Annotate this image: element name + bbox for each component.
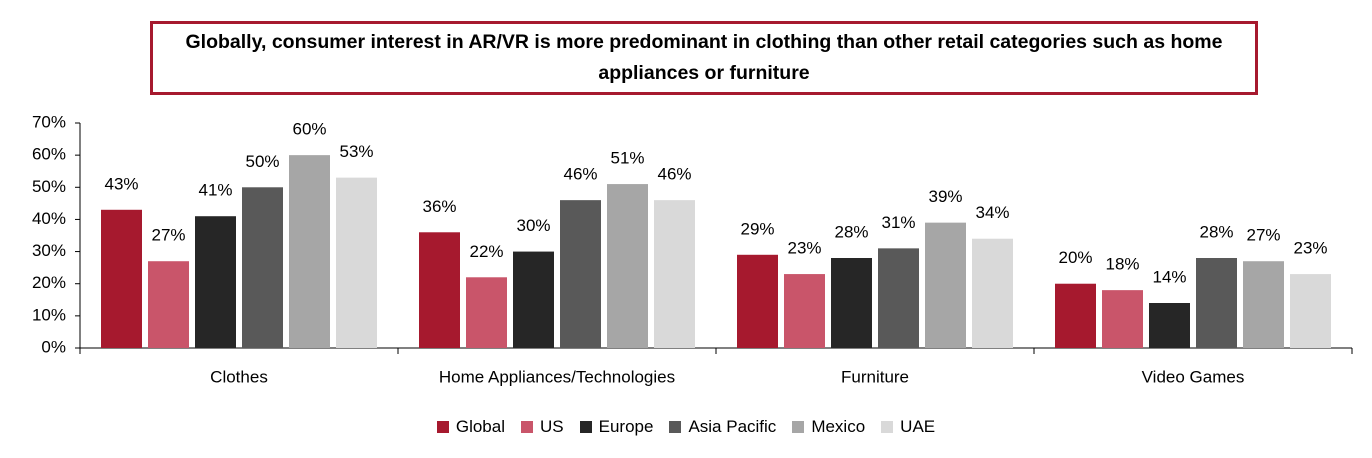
bar bbox=[1290, 274, 1331, 348]
value-label: 28% bbox=[1199, 222, 1233, 241]
value-label: 28% bbox=[834, 222, 868, 241]
legend-label: UAE bbox=[900, 417, 936, 436]
legend-swatch bbox=[579, 421, 592, 433]
bar bbox=[1196, 258, 1237, 348]
value-label: 20% bbox=[1058, 248, 1092, 267]
legend-label: US bbox=[539, 417, 564, 436]
value-label: 23% bbox=[1293, 239, 1327, 258]
legend-swatch bbox=[792, 421, 805, 433]
bar bbox=[784, 274, 825, 348]
legend-swatch bbox=[669, 421, 682, 433]
value-label: 30% bbox=[516, 216, 550, 235]
bar bbox=[336, 177, 377, 348]
bar bbox=[466, 277, 507, 348]
chart-title: Globally, consumer interest in AR/VR is … bbox=[150, 21, 1258, 95]
bar bbox=[195, 216, 236, 348]
value-label: 60% bbox=[292, 120, 326, 139]
x-tick-label: Video Games bbox=[1142, 367, 1245, 386]
value-label: 51% bbox=[610, 149, 644, 168]
x-tick-label: Home Appliances/Technologies bbox=[439, 367, 675, 386]
value-label: 27% bbox=[1246, 226, 1280, 245]
bar bbox=[654, 200, 695, 348]
y-tick-label: 30% bbox=[32, 241, 66, 260]
bar bbox=[242, 187, 283, 348]
bar bbox=[560, 200, 601, 348]
legend-item: UAE bbox=[881, 417, 935, 437]
value-label: 36% bbox=[422, 197, 456, 216]
bar bbox=[925, 222, 966, 348]
x-tick-label: Furniture bbox=[841, 367, 909, 386]
value-label: 53% bbox=[339, 142, 373, 161]
legend-swatch bbox=[520, 421, 533, 433]
value-label: 31% bbox=[881, 213, 915, 232]
bar bbox=[1102, 290, 1143, 348]
y-tick-label: 20% bbox=[32, 273, 66, 292]
value-label: 18% bbox=[1105, 255, 1139, 274]
legend: Global US Europe Asia Pacific Mexico UAE bbox=[0, 417, 1372, 437]
bar bbox=[607, 184, 648, 348]
bar bbox=[101, 209, 142, 348]
value-label: 23% bbox=[787, 239, 821, 258]
legend-swatch bbox=[881, 421, 894, 433]
legend-item: Global bbox=[436, 417, 505, 437]
value-label: 39% bbox=[928, 187, 962, 206]
bar bbox=[1149, 303, 1190, 348]
legend-label: Global bbox=[455, 417, 505, 436]
value-label: 29% bbox=[740, 219, 774, 238]
value-label: 46% bbox=[657, 165, 691, 184]
bar bbox=[289, 155, 330, 348]
value-label: 22% bbox=[469, 242, 503, 261]
bar bbox=[513, 251, 554, 348]
legend-label: Asia Pacific bbox=[688, 417, 777, 436]
value-label: 50% bbox=[245, 152, 279, 171]
value-label: 27% bbox=[151, 226, 185, 245]
legend-item: US bbox=[520, 417, 564, 437]
y-tick-label: 60% bbox=[32, 145, 66, 164]
legend-item: Mexico bbox=[792, 417, 865, 437]
y-tick-label: 10% bbox=[32, 305, 66, 324]
bar bbox=[831, 258, 872, 348]
bar bbox=[148, 261, 189, 348]
bar bbox=[737, 254, 778, 348]
y-tick-label: 70% bbox=[32, 112, 66, 131]
value-label: 14% bbox=[1152, 267, 1186, 286]
bar bbox=[972, 238, 1013, 348]
legend-item: Europe bbox=[579, 417, 654, 437]
legend-label: Europe bbox=[598, 417, 654, 436]
legend-item: Asia Pacific bbox=[669, 417, 776, 437]
bar bbox=[1055, 283, 1096, 348]
bar bbox=[1243, 261, 1284, 348]
bar bbox=[419, 232, 460, 348]
value-label: 46% bbox=[563, 165, 597, 184]
value-label: 41% bbox=[198, 181, 232, 200]
legend-label: Mexico bbox=[811, 417, 866, 436]
bar bbox=[878, 248, 919, 348]
value-label: 43% bbox=[104, 174, 138, 193]
legend-swatch bbox=[436, 421, 449, 433]
y-tick-label: 50% bbox=[32, 177, 66, 196]
y-tick-label: 0% bbox=[41, 337, 66, 356]
value-label: 34% bbox=[975, 203, 1009, 222]
x-tick-label: Clothes bbox=[210, 367, 268, 386]
y-tick-label: 40% bbox=[32, 209, 66, 228]
